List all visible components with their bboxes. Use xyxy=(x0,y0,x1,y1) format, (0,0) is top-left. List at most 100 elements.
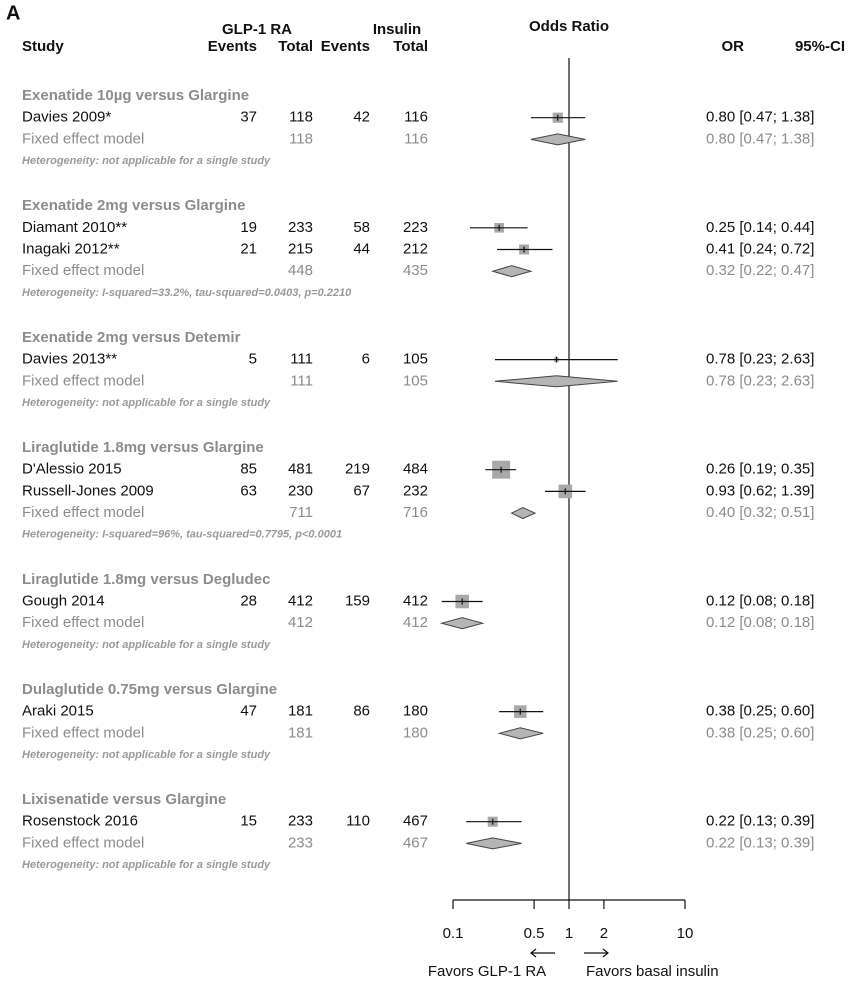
heterogeneity: Heterogeneity: not applicable for a sing… xyxy=(22,639,271,651)
or-label: 0.22 [0.13; 0.39] xyxy=(706,813,814,830)
fixed-name: Fixed effect model xyxy=(22,372,144,389)
fixed-or-label: 0.78 [0.23; 2.63] xyxy=(706,372,814,389)
study-count: 47 xyxy=(240,703,257,720)
study-name: Araki 2015 xyxy=(22,703,94,720)
study-count: 110 xyxy=(346,813,370,830)
study-count: 412 xyxy=(403,592,428,609)
study-count: 232 xyxy=(403,482,428,499)
x-tick-label: 0.5 xyxy=(524,925,545,942)
fixed-total: 711 xyxy=(289,504,313,521)
study-count: 181 xyxy=(288,703,313,720)
group-2-header: Insulin xyxy=(373,21,421,38)
fixed-diamond xyxy=(439,617,485,630)
study-count: 219 xyxy=(345,461,370,478)
arrow-right-head xyxy=(602,948,609,958)
fixed-total: 467 xyxy=(403,834,428,851)
study-count: 105 xyxy=(403,351,428,368)
total-header: Total xyxy=(393,38,428,55)
fixed-diamond xyxy=(497,727,544,740)
fixed-or-label: 0.38 [0.25; 0.60] xyxy=(706,724,814,741)
fixed-or-label: 0.40 [0.32; 0.51] xyxy=(706,504,814,521)
or-header: OR xyxy=(722,38,745,55)
group-title: Exenatide 2mg versus Glargine xyxy=(22,197,245,214)
heterogeneity: Heterogeneity: not applicable for a sing… xyxy=(22,859,271,871)
study-count: 21 xyxy=(240,240,257,257)
study-count: 5 xyxy=(249,351,257,368)
fixed-or-label: 0.12 [0.08; 0.18] xyxy=(706,614,814,631)
fixed-or-label: 0.22 [0.13; 0.39] xyxy=(706,834,814,851)
fixed-name: Fixed effect model xyxy=(22,724,144,741)
study-count: 212 xyxy=(403,240,428,257)
group-title: Lixisenatide versus Glargine xyxy=(22,791,226,808)
x-tick-label: 0.1 xyxy=(443,925,464,942)
study-count: 85 xyxy=(240,461,257,478)
or-label: 0.25 [0.14; 0.44] xyxy=(706,219,814,236)
study-name: Diamant 2010** xyxy=(22,219,127,236)
study-count: 67 xyxy=(353,482,370,499)
fixed-name: Fixed effect model xyxy=(22,130,144,147)
or-label: 0.26 [0.19; 0.35] xyxy=(706,461,814,478)
study-count: 44 xyxy=(353,240,370,257)
study-count: 58 xyxy=(353,219,370,236)
favors-left: Favors GLP-1 RA xyxy=(428,963,546,980)
fixed-total: 233 xyxy=(288,834,313,851)
study-count: 37 xyxy=(240,109,257,126)
study-name: Davies 2013** xyxy=(22,351,117,368)
arrow-left-head xyxy=(530,948,537,958)
ci-header: 95%-CI xyxy=(795,38,845,55)
study-count: 233 xyxy=(288,813,313,830)
study-count: 42 xyxy=(353,109,370,126)
fixed-total: 412 xyxy=(403,614,428,631)
or-label: 0.38 [0.25; 0.60] xyxy=(706,703,814,720)
group-title: Liraglutide 1.8mg versus Degludec xyxy=(22,571,270,588)
study-count: 481 xyxy=(288,461,313,478)
study-name: Inagaki 2012** xyxy=(22,240,120,257)
study-count: 467 xyxy=(403,813,428,830)
fixed-diamond xyxy=(466,837,522,850)
x-tick-label: 10 xyxy=(677,925,694,942)
study-count: 412 xyxy=(288,592,313,609)
or-label: 0.78 [0.23; 2.63] xyxy=(706,351,814,368)
heterogeneity: Heterogeneity: I-squared=33.2%, tau-squa… xyxy=(22,287,352,299)
fixed-diamond xyxy=(510,507,537,520)
events-header: Events xyxy=(208,38,257,55)
study-count: 63 xyxy=(240,482,257,499)
study-count: 15 xyxy=(240,813,257,830)
study-count: 230 xyxy=(288,482,313,499)
group-title: Exenatide 10µg versus Glargine xyxy=(22,87,249,104)
favors-right: Favors basal insulin xyxy=(586,963,719,980)
fixed-diamond xyxy=(530,133,586,146)
fixed-total: 448 xyxy=(288,262,313,279)
fixed-total: 116 xyxy=(404,130,428,147)
study-count: 215 xyxy=(288,240,313,257)
panel-label: A xyxy=(6,2,20,24)
or-label: 0.41 [0.24; 0.72] xyxy=(706,240,814,257)
fixed-total: 111 xyxy=(290,372,313,389)
fixed-or-label: 0.80 [0.47; 1.38] xyxy=(706,130,814,147)
group-title: Exenatide 2mg versus Detemir xyxy=(22,329,241,346)
group-title: Liraglutide 1.8mg versus Glargine xyxy=(22,439,264,456)
heterogeneity: Heterogeneity: not applicable for a sing… xyxy=(22,155,271,167)
study-count: 180 xyxy=(403,703,428,720)
study-count: 159 xyxy=(345,592,370,609)
study-count: 484 xyxy=(403,461,428,478)
fixed-name: Fixed effect model xyxy=(22,262,144,279)
fixed-name: Fixed effect model xyxy=(22,614,144,631)
study-name: Davies 2009* xyxy=(22,109,111,126)
study-name: Russell-Jones 2009 xyxy=(22,482,154,499)
or-label: 0.12 [0.08; 0.18] xyxy=(706,592,814,609)
fixed-total: 180 xyxy=(403,724,428,741)
group-1-header: GLP-1 RA xyxy=(222,21,292,38)
study-count: 86 xyxy=(353,703,370,720)
fixed-name: Fixed effect model xyxy=(22,834,144,851)
fixed-total: 716 xyxy=(403,504,428,521)
study-name: D'Alessio 2015 xyxy=(22,461,122,478)
heterogeneity: Heterogeneity: I-squared=96%, tau-square… xyxy=(22,529,342,541)
fixed-total: 435 xyxy=(403,262,428,279)
study-count: 28 xyxy=(240,592,257,609)
or-label: 0.93 [0.62; 1.39] xyxy=(706,482,814,499)
fixed-total: 105 xyxy=(403,372,428,389)
x-tick-label: 1 xyxy=(565,925,573,942)
fixed-or-label: 0.32 [0.22; 0.47] xyxy=(706,262,814,279)
